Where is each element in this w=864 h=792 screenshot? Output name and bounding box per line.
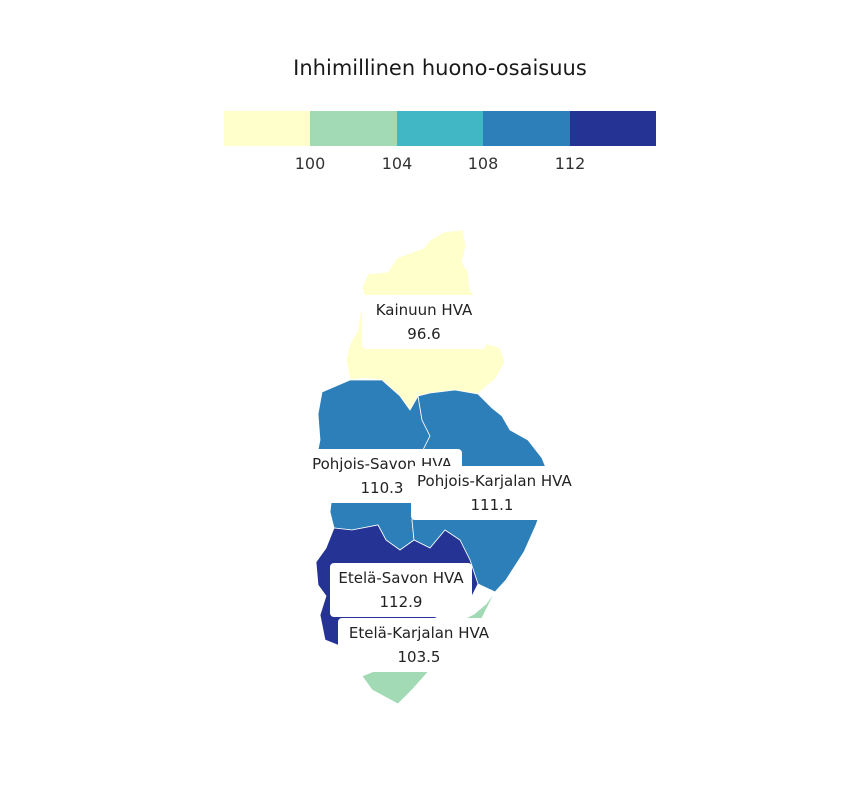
region-value: 110.3 bbox=[360, 479, 404, 497]
region-label: Etelä-Savon HVA 112.9 bbox=[330, 563, 472, 617]
region-label: Etelä-Karjalan HVA 103.5 bbox=[338, 618, 500, 672]
legend-tick-label: 112 bbox=[554, 154, 586, 173]
legend-swatch bbox=[396, 111, 484, 146]
legend-tick-label: 104 bbox=[381, 154, 413, 173]
region-name: Kainuun HVA bbox=[375, 301, 473, 319]
region-label: Pohjois-Karjalan HVA 111.1 bbox=[411, 466, 573, 520]
region-value: 96.6 bbox=[407, 325, 441, 343]
region-value: 103.5 bbox=[397, 648, 441, 666]
legend-swatch bbox=[224, 111, 311, 146]
region-name: Etelä-Savon HVA bbox=[338, 569, 464, 587]
legend-swatch bbox=[569, 111, 656, 146]
region-value: 112.9 bbox=[379, 593, 423, 611]
legend-swatch bbox=[483, 111, 570, 146]
legend-title: Inhimillinen huono-osaisuus bbox=[293, 56, 587, 80]
region-name: Pohjois-Karjalan HVA bbox=[417, 472, 572, 490]
legend-tick-label: 108 bbox=[467, 154, 499, 173]
legend-color-bar bbox=[224, 111, 656, 146]
legend-tick-label: 100 bbox=[294, 154, 326, 173]
region-label: Kainuun HVA 96.6 bbox=[362, 295, 486, 349]
region-name: Etelä-Karjalan HVA bbox=[348, 624, 490, 642]
legend-swatch bbox=[310, 111, 397, 146]
region-value: 111.1 bbox=[470, 496, 514, 514]
